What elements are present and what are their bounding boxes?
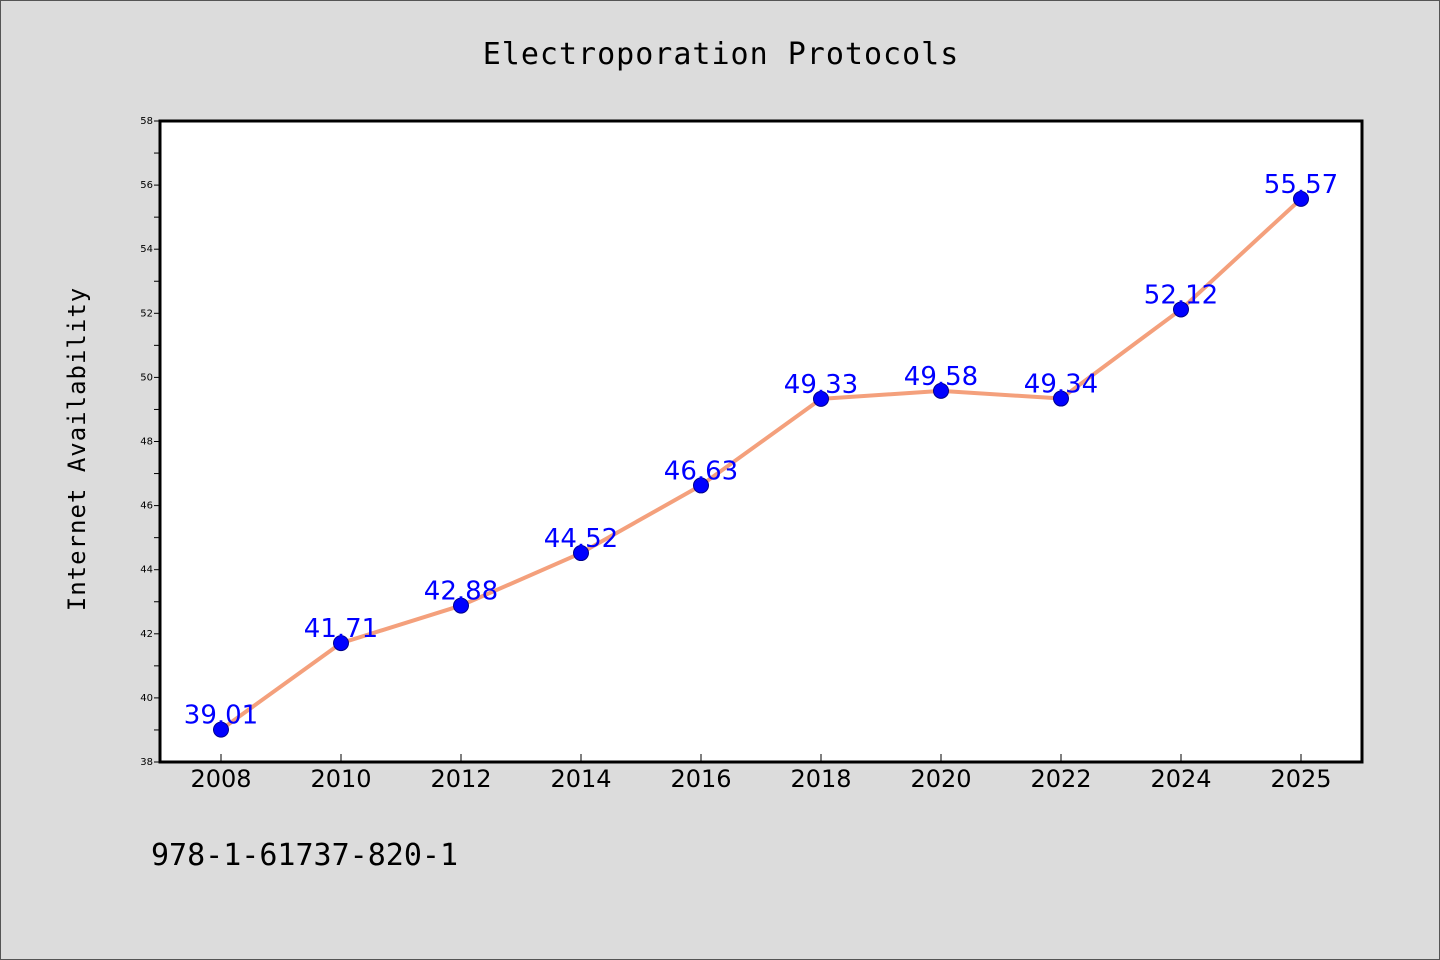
isbn-code: 978-1-61737-820-1 — [151, 838, 458, 873]
x-tick-label: 2022 — [1030, 765, 1091, 793]
data-point-marker — [813, 390, 829, 407]
data-value-label: 52.12 — [1144, 280, 1218, 310]
y-tick-label: 48 — [140, 437, 153, 448]
y-axis-ticks: 38 40 42 44 46 48 50 52 54 56 58 — [140, 116, 160, 768]
data-point-marker — [573, 545, 589, 562]
data-point-marker — [693, 477, 709, 494]
data-value-label: 46.63 — [664, 456, 738, 486]
series-line-group: 39.01 41.71 42.88 44.52 46.63 49.33 49.58 49.34… — [184, 170, 1338, 738]
y-axis-label: Internet Availability — [63, 287, 91, 611]
chart-title: Electroporation Protocols — [483, 37, 960, 72]
x-tick-label: 2018 — [790, 765, 851, 793]
x-tick-label: 2016 — [670, 765, 731, 793]
data-value-label: 41.71 — [304, 614, 378, 644]
y-tick-label: 54 — [140, 244, 153, 255]
y-tick-label: 58 — [140, 116, 153, 127]
x-axis-ticks: 2008 2010 2012 2014 2016 2018 2020 2022 2024 2025 — [190, 754, 1332, 793]
y-tick-label: 44 — [140, 565, 153, 576]
y-tick-label: 46 — [140, 501, 153, 512]
y-tick-label: 50 — [140, 372, 153, 383]
data-value-label: 39.01 — [184, 701, 258, 731]
x-tick-label: 2014 — [550, 765, 611, 793]
x-tick-label: 2024 — [1150, 765, 1211, 793]
data-value-label: 49.33 — [784, 370, 858, 400]
x-tick-label: 2008 — [190, 765, 251, 793]
data-point-marker — [1173, 301, 1189, 318]
data-point-marker — [1053, 390, 1069, 407]
data-value-label: 49.58 — [904, 362, 978, 392]
data-point-marker — [933, 382, 949, 399]
data-value-label: 49.34 — [1024, 370, 1098, 400]
data-point-marker — [1293, 190, 1309, 207]
y-tick-label: 56 — [140, 180, 153, 191]
x-tick-label: 2010 — [310, 765, 371, 793]
data-point-marker — [453, 597, 469, 614]
x-tick-label: 2020 — [910, 765, 971, 793]
data-point-marker — [333, 635, 349, 652]
data-value-label: 42.88 — [424, 577, 498, 607]
x-tick-label: 2025 — [1270, 765, 1331, 793]
series-line — [219, 196, 1303, 732]
x-tick-label: 2012 — [430, 765, 491, 793]
data-point-marker — [213, 721, 229, 738]
y-tick-label: 52 — [140, 308, 153, 319]
data-value-label: 44.52 — [544, 524, 618, 554]
y-tick-label: 42 — [140, 629, 153, 640]
data-value-label: 55.57 — [1264, 170, 1338, 200]
y-tick-label: 38 — [140, 757, 153, 768]
y-tick-label: 40 — [140, 693, 153, 704]
